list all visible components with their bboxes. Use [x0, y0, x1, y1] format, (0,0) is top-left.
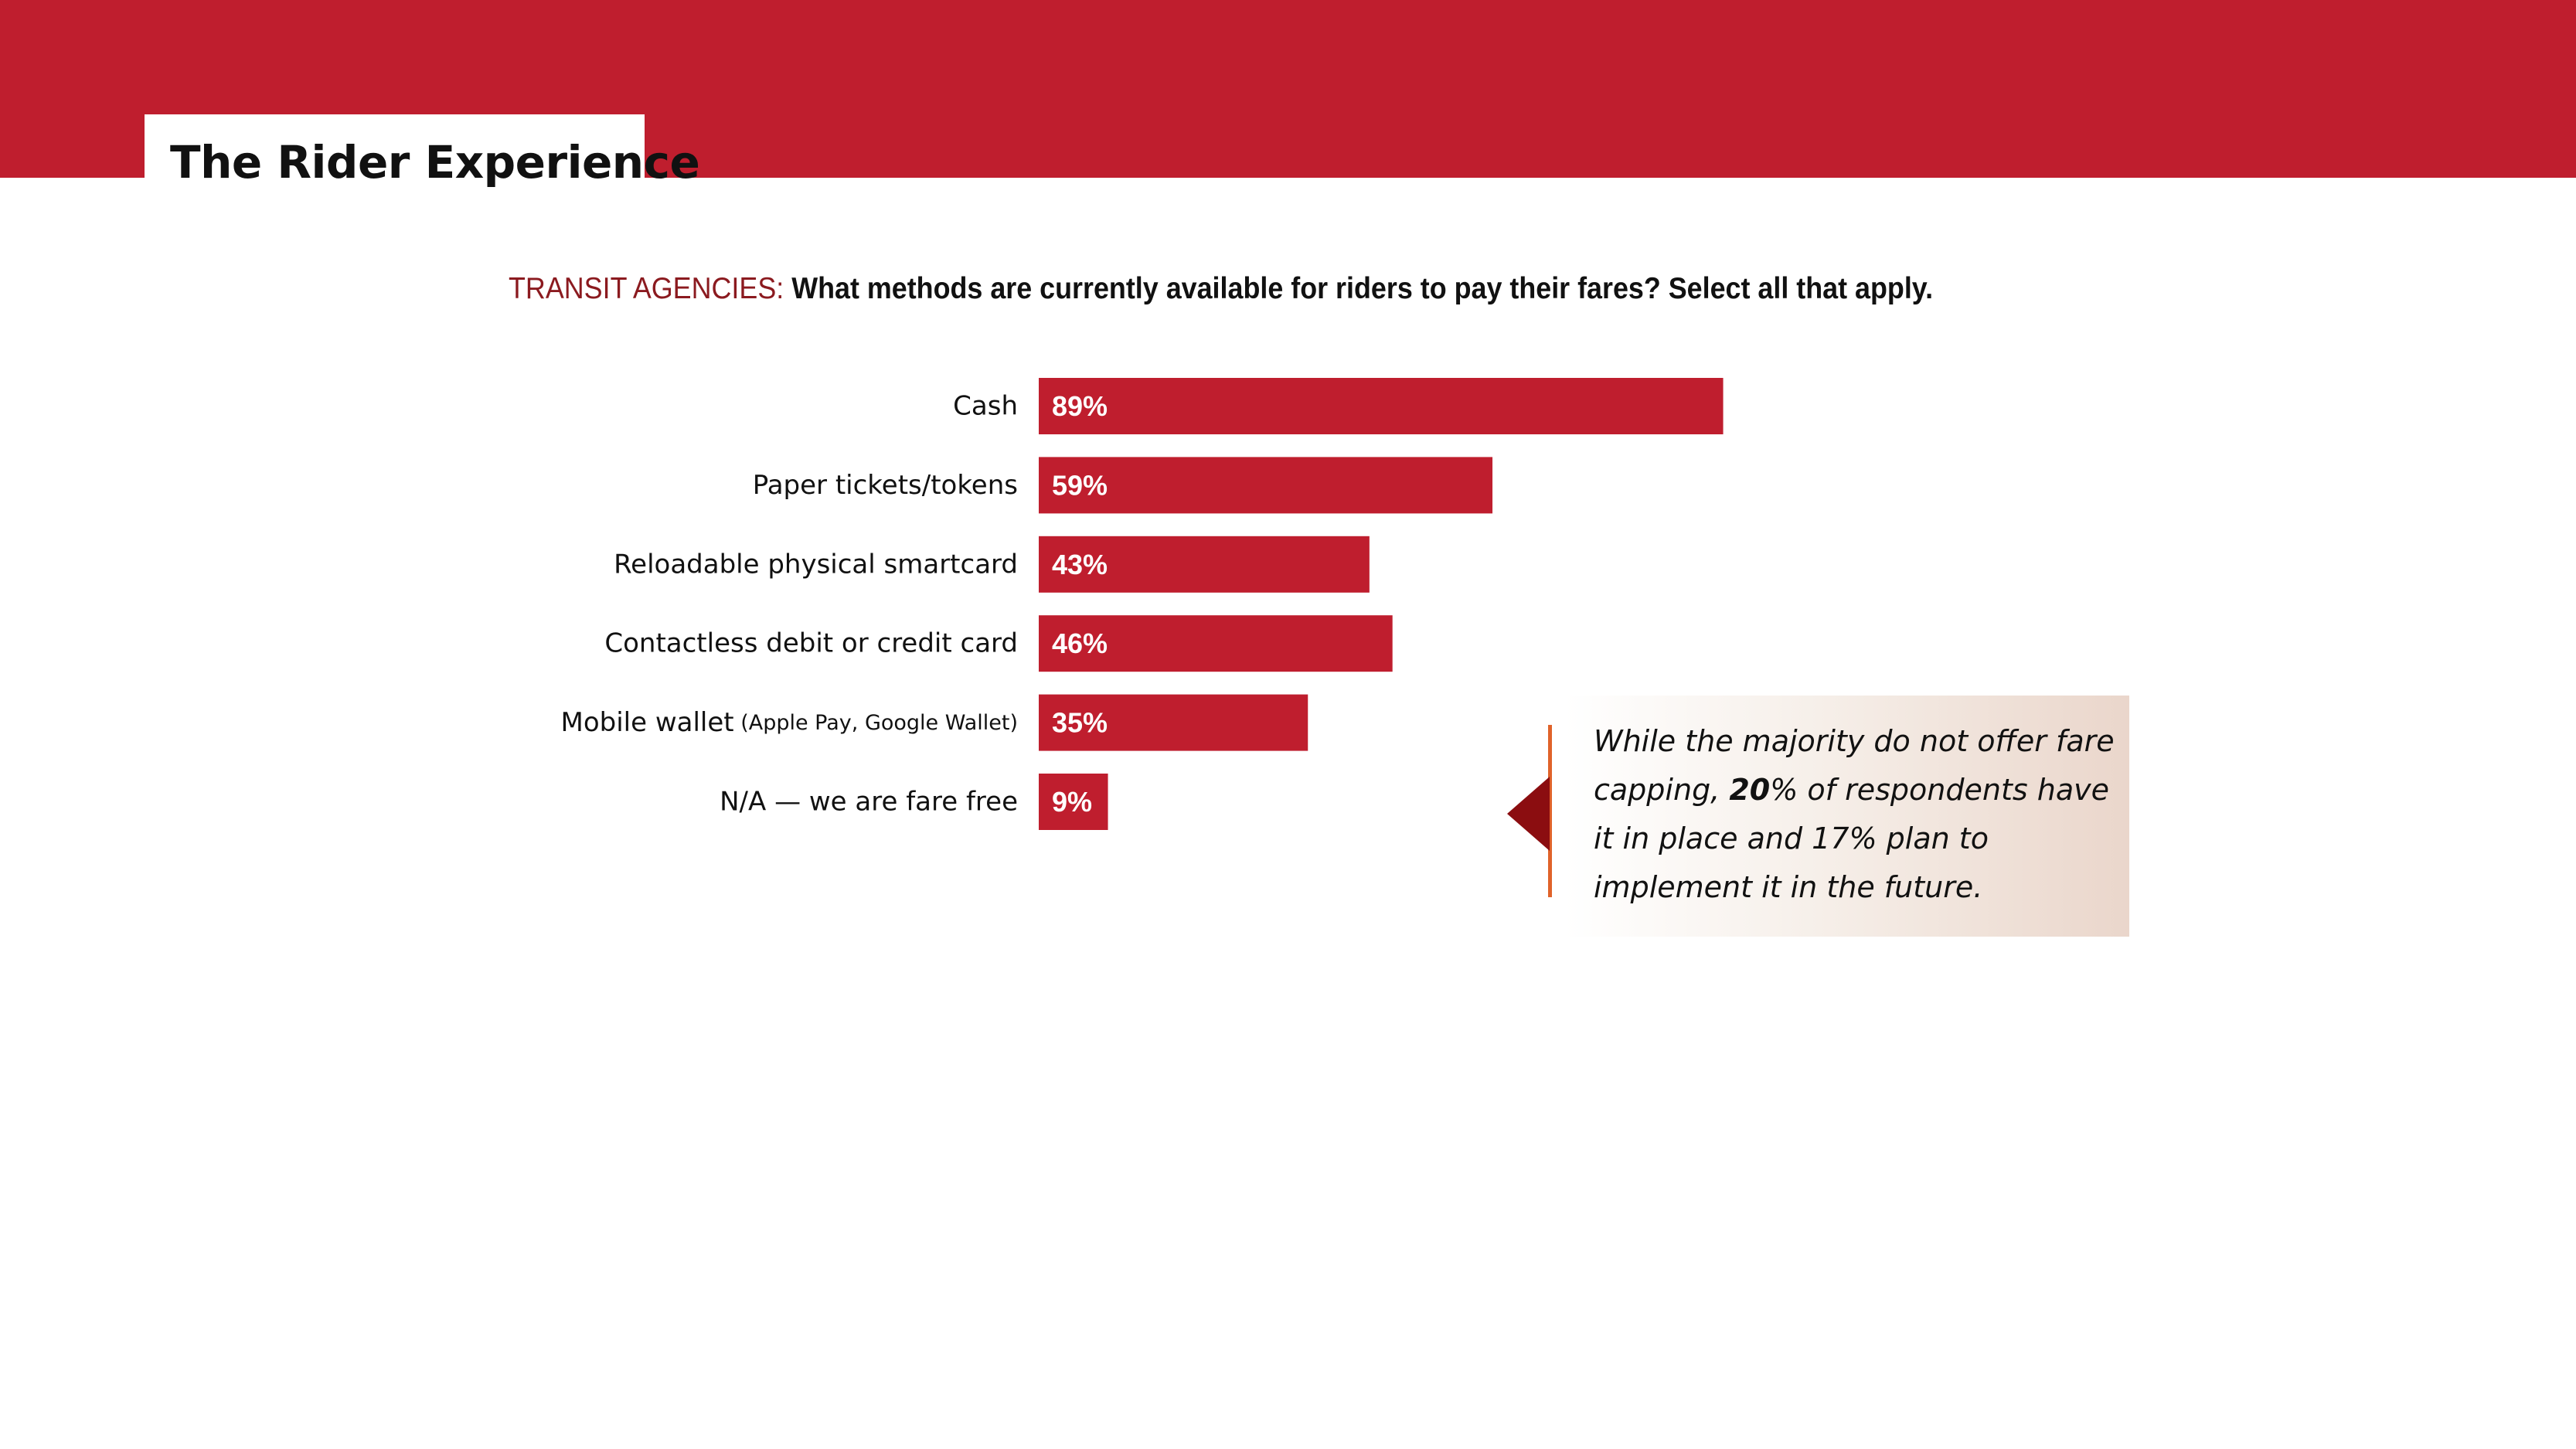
bar-value-label-1: 59%	[1052, 469, 1108, 501]
bar-5	[1039, 774, 1108, 830]
bar-4	[1039, 694, 1308, 751]
category-label-text-0: Cash	[953, 391, 1018, 422]
category-label-text-1: Paper tickets/tokens	[753, 470, 1018, 501]
callout-text: While the majority do not offer fare cap…	[1594, 717, 2127, 912]
bar-value-label-4: 35%	[1052, 707, 1108, 739]
callout-text-part2: % of respondents have it in place and 17…	[1594, 773, 2109, 904]
question-text: What methods are currently available for…	[791, 272, 1934, 305]
bar-value-label-2: 43%	[1052, 549, 1108, 580]
bar-value-label-3: 46%	[1052, 628, 1108, 659]
category-label-4: Mobile wallet (Apple Pay, Google Wallet)	[561, 707, 1019, 738]
bar-0	[1039, 378, 1724, 434]
bar-2	[1039, 536, 1370, 593]
category-label-5: N/A — we are fare free	[720, 787, 1018, 818]
category-label-text-5: N/A — we are fare free	[720, 787, 1018, 818]
bar-value-label-0: 89%	[1052, 390, 1108, 422]
category-note-4: (Apple Pay, Google Wallet)	[734, 711, 1018, 735]
question-heading: TRANSIT AGENCIES: What methods are curre…	[509, 272, 2002, 306]
category-label-2: Reloadable physical smartcard	[614, 549, 1018, 580]
bar-value-label-5: 9%	[1052, 786, 1092, 818]
callout-text-bold: 20	[1729, 773, 1771, 807]
callout-rule	[1548, 725, 1552, 897]
category-label-text-3: Contactless debit or credit card	[604, 628, 1018, 659]
callout-box	[1565, 696, 2129, 937]
bar-1	[1039, 457, 1493, 514]
page-title: The Rider Experience	[170, 136, 700, 189]
callout-text-part1: While the majority do not offer fare cap…	[1594, 724, 2115, 807]
category-label-text-2: Reloadable physical smartcard	[614, 549, 1018, 580]
bar-3	[1039, 615, 1393, 672]
title-tab: The Rider Experience	[145, 114, 700, 199]
question-prefix: TRANSIT AGENCIES:	[509, 272, 784, 305]
category-label-1: Paper tickets/tokens	[753, 470, 1018, 501]
category-label-3: Contactless debit or credit card	[604, 628, 1018, 659]
category-label-text-4: Mobile wallet	[561, 707, 734, 738]
callout-pointer-icon	[1507, 777, 1550, 851]
category-label-0: Cash	[953, 391, 1018, 422]
